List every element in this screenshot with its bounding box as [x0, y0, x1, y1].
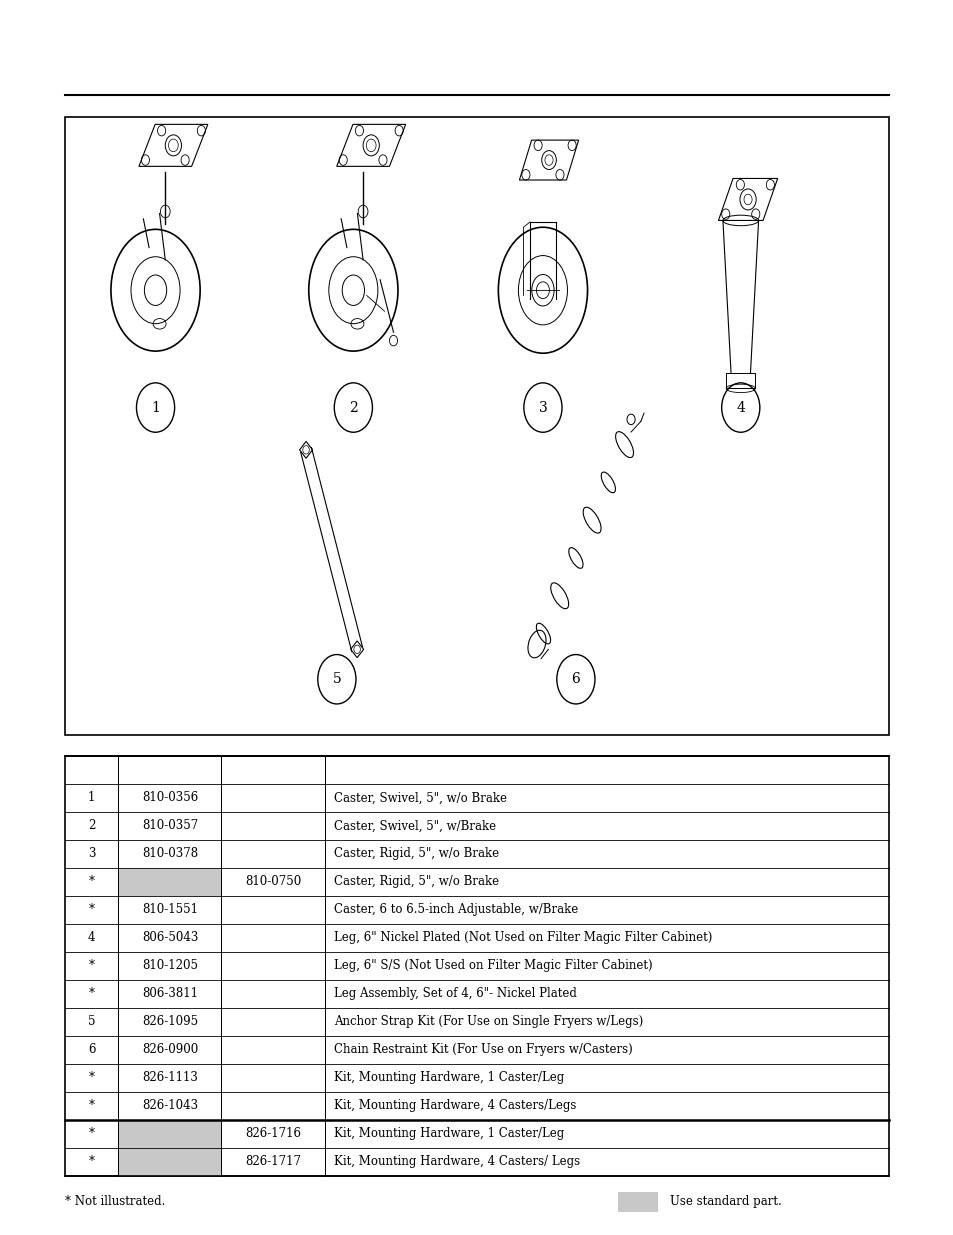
- Bar: [118, 1120, 221, 1147]
- Text: 1: 1: [88, 792, 95, 804]
- Text: Caster, 6 to 6.5-inch Adjustable, w/Brake: Caster, 6 to 6.5-inch Adjustable, w/Brak…: [334, 903, 578, 916]
- Bar: [65, 117, 888, 735]
- Text: 6: 6: [571, 672, 579, 687]
- Bar: [618, 1192, 658, 1212]
- Text: Leg, 6" Nickel Plated (Not Used on Filter Magic Filter Cabinet): Leg, 6" Nickel Plated (Not Used on Filte…: [334, 931, 712, 945]
- Text: 806-3811: 806-3811: [142, 987, 198, 1000]
- Text: Caster, Swivel, 5", w/Brake: Caster, Swivel, 5", w/Brake: [334, 819, 496, 832]
- Text: 5: 5: [333, 672, 341, 687]
- Text: Anchor Strap Kit (For Use on Single Fryers w/Legs): Anchor Strap Kit (For Use on Single Frye…: [334, 1015, 642, 1029]
- Text: Kit, Mounting Hardware, 1 Caster/Leg: Kit, Mounting Hardware, 1 Caster/Leg: [334, 1071, 564, 1084]
- Text: 810-1551: 810-1551: [142, 903, 198, 916]
- Bar: [65, 756, 888, 1176]
- Bar: [118, 1147, 221, 1176]
- Text: 810-0750: 810-0750: [245, 876, 301, 888]
- Text: 3: 3: [88, 847, 95, 861]
- Text: 810-0357: 810-0357: [142, 819, 198, 832]
- Text: *: *: [89, 960, 94, 972]
- Text: Use standard part.: Use standard part.: [669, 1195, 781, 1209]
- Bar: [725, 373, 755, 388]
- Text: Caster, Rigid, 5", w/o Brake: Caster, Rigid, 5", w/o Brake: [334, 847, 498, 861]
- Text: *: *: [89, 987, 94, 1000]
- Text: 2: 2: [349, 400, 357, 415]
- Text: 826-1717: 826-1717: [245, 1155, 301, 1168]
- Text: Kit, Mounting Hardware, 1 Caster/Leg: Kit, Mounting Hardware, 1 Caster/Leg: [334, 1128, 564, 1140]
- Text: 810-0378: 810-0378: [142, 847, 198, 861]
- Text: Chain Restraint Kit (For Use on Fryers w/Casters): Chain Restraint Kit (For Use on Fryers w…: [334, 1044, 632, 1056]
- Text: 5: 5: [88, 1015, 95, 1029]
- Text: Kit, Mounting Hardware, 4 Casters/ Legs: Kit, Mounting Hardware, 4 Casters/ Legs: [334, 1155, 579, 1168]
- Text: 826-0900: 826-0900: [142, 1044, 198, 1056]
- Text: * Not illustrated.: * Not illustrated.: [65, 1195, 165, 1209]
- Text: 6: 6: [88, 1044, 95, 1056]
- Text: 2: 2: [88, 819, 95, 832]
- Text: *: *: [89, 1155, 94, 1168]
- Text: 4: 4: [736, 400, 744, 415]
- Text: 810-1205: 810-1205: [142, 960, 198, 972]
- Text: Leg, 6" S/S (Not Used on Filter Magic Filter Cabinet): Leg, 6" S/S (Not Used on Filter Magic Fi…: [334, 960, 652, 972]
- Text: 810-0356: 810-0356: [142, 792, 198, 804]
- Text: 806-5043: 806-5043: [142, 931, 198, 945]
- Text: 826-1716: 826-1716: [245, 1128, 301, 1140]
- Text: Leg Assembly, Set of 4, 6"- Nickel Plated: Leg Assembly, Set of 4, 6"- Nickel Plate…: [334, 987, 577, 1000]
- Text: *: *: [89, 1099, 94, 1113]
- Text: 826-1043: 826-1043: [142, 1099, 198, 1113]
- Text: Kit, Mounting Hardware, 4 Casters/Legs: Kit, Mounting Hardware, 4 Casters/Legs: [334, 1099, 576, 1113]
- Text: 3: 3: [538, 400, 547, 415]
- Text: *: *: [89, 903, 94, 916]
- Text: Caster, Swivel, 5", w/o Brake: Caster, Swivel, 5", w/o Brake: [334, 792, 507, 804]
- Text: 4: 4: [88, 931, 95, 945]
- Bar: [118, 868, 221, 895]
- Text: Caster, Rigid, 5", w/o Brake: Caster, Rigid, 5", w/o Brake: [334, 876, 498, 888]
- Text: 1: 1: [151, 400, 160, 415]
- Text: 826-1113: 826-1113: [142, 1071, 197, 1084]
- Text: *: *: [89, 1128, 94, 1140]
- Text: 826-1095: 826-1095: [142, 1015, 198, 1029]
- Text: *: *: [89, 1071, 94, 1084]
- Text: *: *: [89, 876, 94, 888]
